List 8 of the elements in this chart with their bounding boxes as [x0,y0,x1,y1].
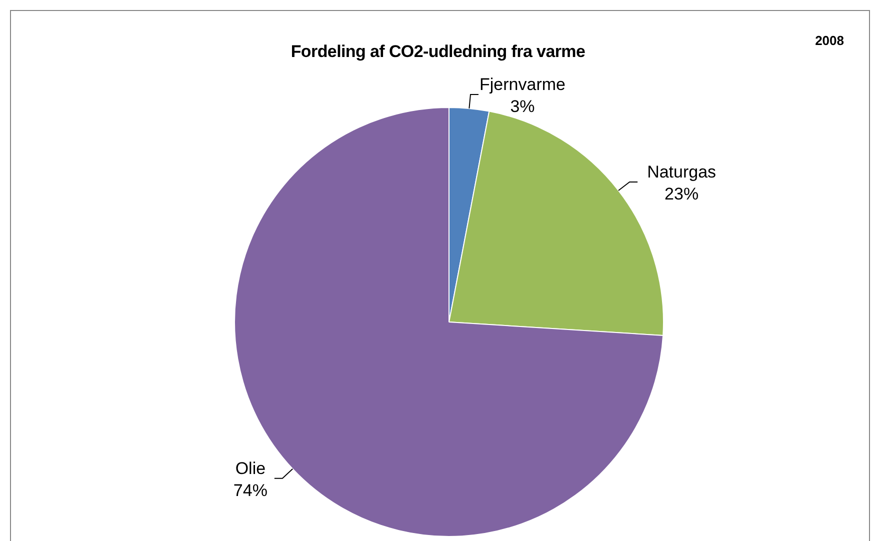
data-label: 74% [233,481,268,500]
slice-label: Olie [235,459,266,478]
data-label: 23% [664,184,699,204]
slice-label: Naturgas [647,162,716,182]
chart-title: Fordeling af CO2-udledning fra varme [290,42,586,61]
text: 2008 [815,33,844,48]
slice-label: Fjernvarme [480,75,566,94]
data-label: 3% [510,97,535,116]
